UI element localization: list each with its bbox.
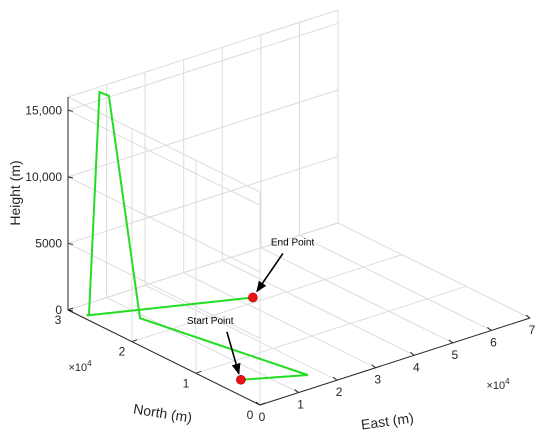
y-multiplier-exponent: 4 xyxy=(87,359,92,368)
z-tick-mark-0 xyxy=(67,309,74,312)
z-tick-label-2: 10,000 xyxy=(25,170,62,184)
z-tick-label-0: 0 xyxy=(55,303,62,317)
floor-gridline-x-2 xyxy=(144,284,338,381)
z-tick-mark-3 xyxy=(67,109,74,112)
z-tick-mark-1 xyxy=(67,242,74,245)
z-tick-label-3: 15,000 xyxy=(25,103,62,117)
y-axis-label: North (m) xyxy=(132,401,193,426)
annotation-layer: Start Point End Point xyxy=(187,237,315,375)
x-tick-label-0: 0 xyxy=(259,410,266,424)
floor-gridline-x-5 xyxy=(260,247,454,344)
y-multiplier-base: ×10 xyxy=(68,362,87,374)
annotation-arrow-0 xyxy=(226,331,241,375)
x-multiplier-exponent: 4 xyxy=(505,377,510,386)
x-tick-label-1: 1 xyxy=(297,398,304,412)
floor-gridline-x-4 xyxy=(222,259,415,356)
y-axis-line xyxy=(67,309,261,406)
x-tick-label-3: 3 xyxy=(374,373,381,387)
point-marker-1 xyxy=(248,292,258,303)
x-tick-label-2: 2 xyxy=(336,385,343,399)
annotation-label-1: End Point xyxy=(271,237,315,248)
x-tick-mark-4 xyxy=(409,351,415,356)
x-axis-multiplier: ×104 xyxy=(486,377,510,392)
y-tick-mark-0 xyxy=(259,402,266,406)
x-tick-mark-7 xyxy=(525,314,531,319)
right-wall-gridline-z-2 xyxy=(67,89,339,178)
left-wall-gridline-z-3 xyxy=(67,109,261,206)
right-wall-gridline-z-0 xyxy=(67,222,339,311)
x-tick-mark-2 xyxy=(332,376,338,381)
x-tick-mark-3 xyxy=(371,364,377,369)
x-tick-label-6: 6 xyxy=(490,335,497,349)
y-tick-label-0: 0 xyxy=(247,408,254,422)
x-tick-mark-6 xyxy=(487,327,492,331)
floor-gridline-y-1 xyxy=(195,285,467,374)
annotation-label-0: Start Point xyxy=(187,316,234,327)
x-tick-label-4: 4 xyxy=(413,360,420,374)
grid-layer xyxy=(67,9,531,406)
floor-gridline-x-6 xyxy=(299,234,492,331)
left-wall-top-edge xyxy=(67,96,261,193)
annotation-arrow-1 xyxy=(256,253,284,293)
y-tick-mark-1 xyxy=(195,370,202,374)
left-wall-gridline-z-1 xyxy=(67,242,261,339)
y-tick-mark-2 xyxy=(131,339,138,343)
x-multiplier-base: ×10 xyxy=(486,380,505,392)
x-tick-label-7: 7 xyxy=(529,323,536,337)
right-wall-gridline-z-3 xyxy=(67,22,339,111)
floor-gridline-y-2 xyxy=(131,254,403,343)
point-marker-0 xyxy=(236,374,246,385)
y-tick-label-3: 3 xyxy=(55,313,62,327)
z-tick-label-1: 5000 xyxy=(35,236,62,250)
left-wall-gridline-z-2 xyxy=(67,176,261,273)
x-tick-mark-1 xyxy=(294,389,299,393)
x-axis-line xyxy=(259,317,531,406)
x-axis-label: East (m) xyxy=(360,409,415,432)
x-tick-label-5: 5 xyxy=(452,348,459,362)
y-axis-multiplier: ×104 xyxy=(68,359,92,374)
series-layer xyxy=(86,90,309,385)
y-tick-label-1: 1 xyxy=(183,376,190,390)
x-tick-mark-5 xyxy=(448,339,454,344)
right-wall-top-edge xyxy=(67,9,339,98)
z-axis-label: Height (m) xyxy=(7,160,23,225)
y-tick-label-2: 2 xyxy=(119,345,126,359)
floor-gridline-x-7 xyxy=(337,222,531,319)
right-wall-gridline-z-1 xyxy=(67,155,339,244)
x-tick-mark-0 xyxy=(255,401,261,406)
trajectory-line-0 xyxy=(86,90,309,381)
floor-gridline-x-3 xyxy=(183,272,376,369)
z-tick-mark-2 xyxy=(67,176,74,179)
